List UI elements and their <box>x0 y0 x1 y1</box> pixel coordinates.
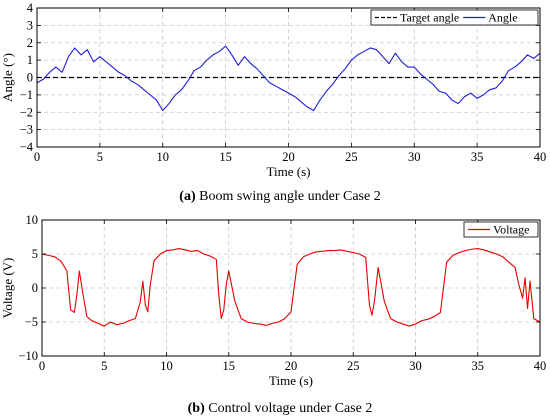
y-axis-label: Voltage (V) <box>0 258 15 319</box>
x-tick-label: 0 <box>39 359 45 373</box>
caption-b-letter: (b) <box>188 401 205 416</box>
x-axis-label: Time (s) <box>269 373 313 388</box>
legend: Voltage <box>463 221 539 238</box>
y-tick-label: 10 <box>26 213 39 227</box>
y-tick-label: 3 <box>27 18 33 32</box>
x-tick-label: 40 <box>534 359 547 373</box>
x-tick-label: 15 <box>223 359 236 373</box>
x-axis-label: Time (s) <box>267 164 311 179</box>
y-tick-label: −2 <box>20 105 33 119</box>
legend-label: Voltage <box>493 223 529 237</box>
x-tick-label: 10 <box>157 150 170 164</box>
legend: Target angle Angle <box>370 9 539 26</box>
y-tick-label: 1 <box>27 53 33 67</box>
y-tick-label: −3 <box>20 123 33 137</box>
caption-b: (b) Control voltage under Case 2 <box>188 401 373 416</box>
x-tick-label: 30 <box>408 150 421 164</box>
x-tick-label: 20 <box>282 150 295 164</box>
y-tick-label: 0 <box>27 71 33 85</box>
legend-label: Angle <box>488 11 517 25</box>
chart-voltage: 0 5 10 15 20 25 30 35 40 −10 −5 0 5 10 Time (s) Voltage… <box>0 213 546 388</box>
x-tick-label: 25 <box>347 359 360 373</box>
caption-a: (a) Boom swing angle under Case 2 <box>179 189 380 204</box>
caption-b-text: Control voltage under Case 2 <box>205 401 373 416</box>
x-tick-label: 20 <box>285 359 298 373</box>
series-line-angle <box>36 45 541 112</box>
y-tick-label: 4 <box>27 1 34 15</box>
y-axis-label: Angle (°) <box>0 53 15 102</box>
y-tick-label: −1 <box>20 88 33 102</box>
y-tick-label: 2 <box>27 36 33 50</box>
x-tick-label: 15 <box>219 150 232 164</box>
y-tick-label: −10 <box>18 349 38 363</box>
y-tick-label: 5 <box>32 247 38 261</box>
y-tick-label: −4 <box>20 140 34 154</box>
x-tick-label: 0 <box>34 150 40 164</box>
y-tick-label: 0 <box>32 281 38 295</box>
x-tick-label: 40 <box>534 150 547 164</box>
caption-a-text: Boom swing angle under Case 2 <box>196 189 381 204</box>
x-tick-label: 5 <box>97 150 103 164</box>
y-tick-label: −5 <box>25 315 38 329</box>
legend-label: Target angle <box>400 11 459 25</box>
x-tick-label: 25 <box>345 150 358 164</box>
x-tick-label: 10 <box>160 359 173 373</box>
legend-box <box>370 9 539 26</box>
series-line-voltage <box>41 248 541 327</box>
x-tick-label: 30 <box>409 359 422 373</box>
x-tick-label: 5 <box>101 359 107 373</box>
legend-box <box>463 221 539 238</box>
x-tick-label: 35 <box>471 150 484 164</box>
chart-angle: 0 5 10 15 20 25 30 35 40 −4 −3 −2 −1 0 1 2 3 4 Time (s) Ang… <box>0 1 546 179</box>
caption-a-letter: (a) <box>179 189 196 204</box>
x-tick-label: 35 <box>472 359 485 373</box>
